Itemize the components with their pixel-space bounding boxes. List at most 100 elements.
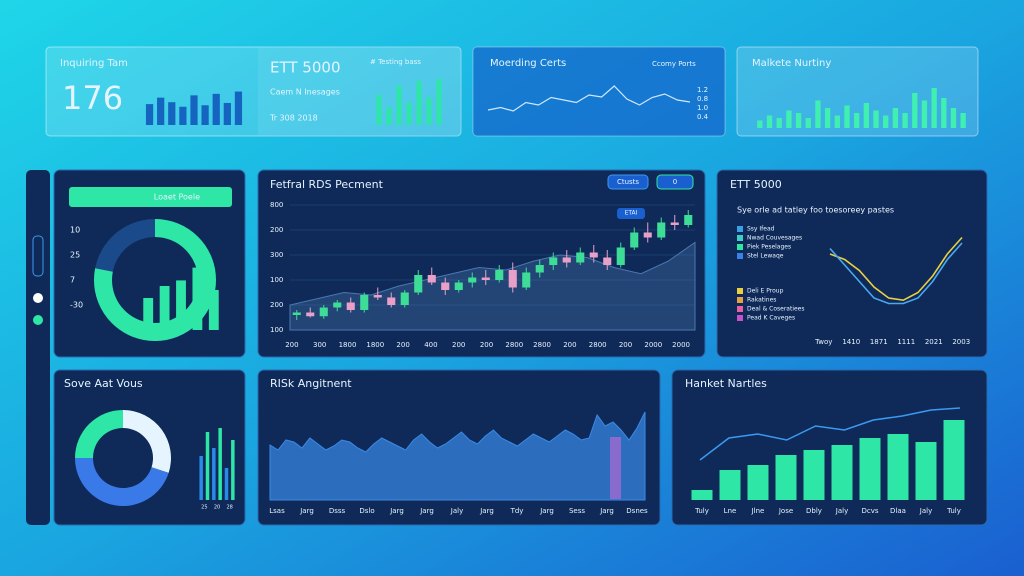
x-tick-label: 200 (480, 341, 493, 349)
candle-body (441, 282, 450, 290)
candle-body (454, 282, 463, 290)
line (829, 242, 963, 305)
x-tick-label: Jarg (389, 507, 404, 515)
bar (883, 115, 889, 128)
legend-swatch (737, 315, 743, 321)
bar (943, 420, 965, 500)
x-tick-label: Tuly (694, 507, 709, 515)
candle-body (427, 275, 436, 283)
x-tick-label: 25 (201, 505, 207, 511)
candle-body (616, 247, 625, 265)
candle-body (306, 312, 315, 317)
bar (376, 95, 382, 125)
bar (892, 108, 899, 128)
bar (157, 97, 165, 125)
y-tick-label: 200 (270, 301, 283, 309)
bar (834, 115, 840, 128)
candle-body (589, 252, 598, 258)
y-tick-label: 7 (70, 276, 75, 285)
tab[interactable] (607, 174, 649, 190)
x-tick-label: Twoy (814, 338, 832, 346)
x-tick-label: 2000 (644, 341, 662, 349)
y-tick-label: 10 (70, 226, 80, 235)
bar (776, 118, 782, 128)
y-tick-label: 1.0 (697, 104, 708, 112)
x-tick-label: 2003 (952, 338, 970, 346)
candle-body (549, 257, 558, 265)
x-tick-label: 300 (313, 341, 326, 349)
bar (223, 102, 231, 125)
x-tick-label: Jarg (599, 507, 614, 515)
candle-body (373, 295, 382, 298)
label: Caem N Inesages (270, 88, 340, 97)
candle-body (400, 292, 409, 305)
legend-label: Ssy Ifead (747, 226, 775, 233)
sidebar-slider[interactable] (32, 235, 44, 277)
bar (205, 432, 210, 500)
bar (766, 115, 773, 128)
x-tick-label: Dsnes (626, 507, 648, 515)
candle-body (508, 270, 517, 288)
x-tick-label: 2800 (533, 341, 551, 349)
x-tick-label: 2800 (589, 341, 607, 349)
x-tick-label: Lne (724, 507, 737, 515)
bar (805, 118, 811, 128)
candle-body (333, 302, 342, 308)
label: ETT 5000 (730, 178, 782, 191)
bar (386, 107, 392, 125)
x-tick-label: Jarg (419, 507, 434, 515)
bar (719, 470, 741, 500)
x-tick-label: 2021 (925, 338, 943, 346)
donut-slice (75, 458, 169, 506)
candle-body (387, 297, 396, 305)
x-tick-label: Jlne (751, 507, 765, 515)
bar (747, 465, 769, 500)
tab[interactable] (656, 174, 694, 190)
candle-body (319, 307, 328, 317)
panel (472, 46, 726, 137)
label: Sye orle ad tatley foo toesoreey pastes (737, 206, 894, 215)
bar (231, 440, 235, 500)
bar (803, 450, 825, 500)
bar (218, 428, 222, 500)
area (269, 411, 646, 501)
bar (426, 97, 432, 125)
label: Sove Aat Vous (64, 377, 143, 390)
candle-body (684, 215, 693, 225)
bar (201, 105, 209, 125)
x-tick-label: Jaly (919, 507, 932, 515)
bar (691, 490, 713, 500)
label: ETT 5000 (270, 59, 340, 77)
bar (921, 100, 928, 128)
label: RISk Angitnent (270, 377, 352, 390)
x-tick-label: Jose (778, 507, 793, 515)
bar (159, 286, 170, 330)
bar (757, 120, 763, 128)
bar (143, 298, 154, 330)
sidebar-dot[interactable] (33, 315, 43, 325)
candle-body (360, 295, 369, 310)
x-tick-label: Dlaa (890, 507, 906, 515)
x-tick-label: 1410 (842, 338, 860, 346)
bar (224, 468, 229, 500)
x-tick-label: 400 (424, 341, 437, 349)
label: Inquiring Tam (60, 58, 128, 69)
bar (844, 105, 850, 128)
legend-label: Nwad Couvesages (747, 235, 802, 242)
x-tick-label: 200 (396, 341, 409, 349)
x-tick-label: Jarg (299, 507, 314, 515)
bar (950, 108, 957, 128)
label: Ccomy Ports (652, 60, 696, 68)
y-tick-label: -30 (70, 301, 83, 310)
sidebar-dot[interactable] (33, 293, 43, 303)
legend-swatch (737, 235, 743, 241)
legend-swatch (737, 253, 743, 259)
bar (192, 267, 203, 330)
panel (257, 169, 706, 358)
label: 0 (673, 178, 677, 186)
button[interactable] (69, 187, 232, 207)
bar (212, 448, 216, 500)
bar (912, 93, 918, 128)
x-tick-label: Dcvs (861, 507, 878, 515)
